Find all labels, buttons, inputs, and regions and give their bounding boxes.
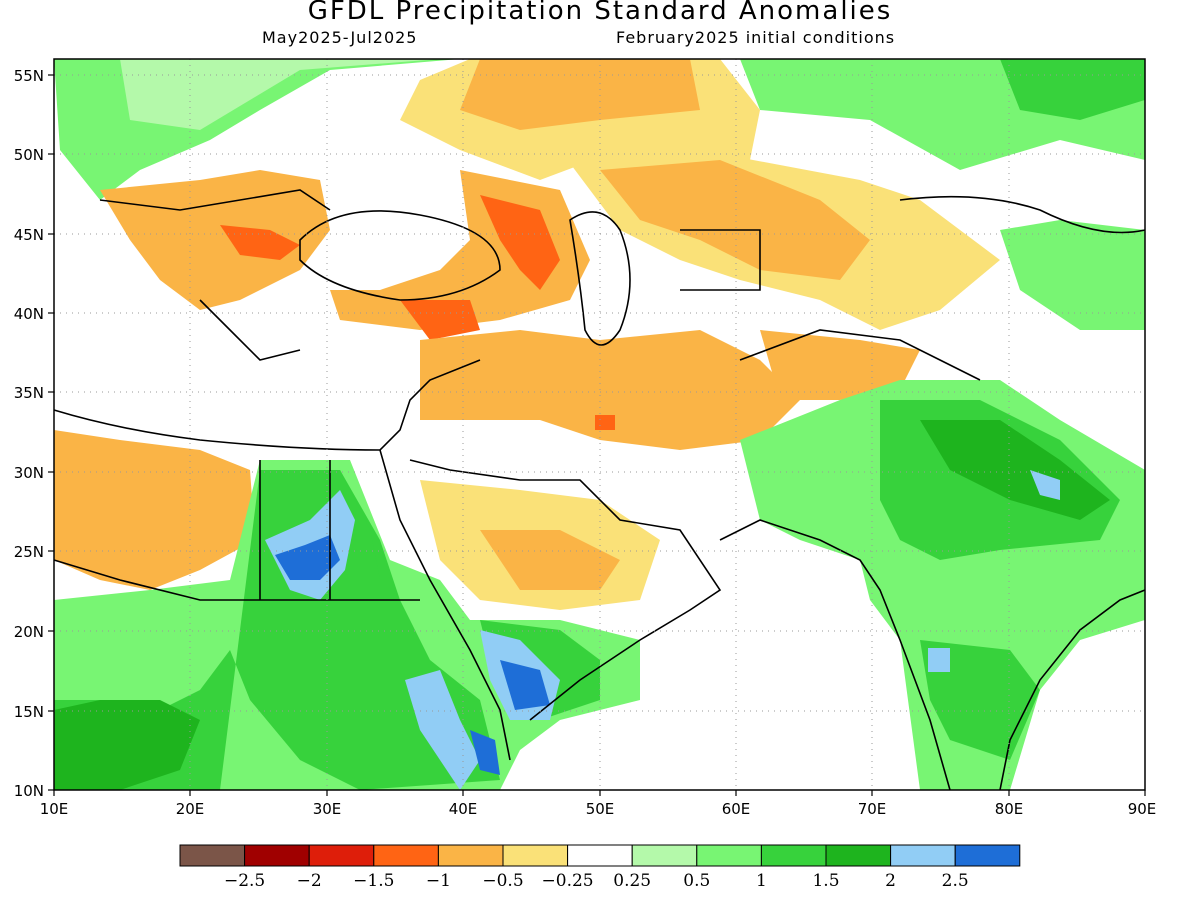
colorbar-label: 1.5 (812, 871, 839, 891)
x-tick-label: 10E (40, 800, 69, 818)
colorbar-label: 0.25 (613, 871, 651, 891)
x-tick-label: 60E (722, 800, 751, 818)
russia-dry-core (460, 59, 700, 130)
arabia-dry-core (480, 530, 620, 590)
x-tick-label: 40E (449, 800, 478, 818)
tick-marks (48, 74, 1146, 796)
colorbar-swatch (373, 844, 439, 867)
west-sahel-wet-core (54, 700, 200, 790)
y-axis-labels: 10N 15N 20N 25N 30N 35N 40N 45N 50N 55N (14, 67, 44, 800)
x-tick-label: 80E (995, 800, 1024, 818)
colorbar-swatch (244, 844, 310, 867)
balkans-dry-region (100, 170, 330, 310)
colorbar-label: −1.5 (353, 871, 394, 891)
mongolia-wet-region (1000, 220, 1145, 330)
north-africa-dry-region (54, 430, 255, 590)
kazakhstan-dry-core (600, 160, 870, 280)
colorbar-swatch (179, 844, 246, 867)
caucasus-dry-core (480, 195, 560, 290)
afghanistan-dry-region (760, 330, 920, 400)
map-title: GFDL Precipitation Standard Anomalies (307, 0, 893, 26)
north-europe-wet-region (120, 59, 440, 130)
iran-dry-region (420, 330, 800, 450)
forecast-period: May2025-Jul2025 (262, 28, 418, 47)
y-tick-label: 20N (14, 623, 44, 641)
deccan-very-wet (928, 648, 950, 672)
x-tick-label: 30E (313, 800, 342, 818)
himalaya-wet-core (920, 420, 1110, 520)
colorbar-swatch (696, 844, 762, 867)
y-tick-label: 40N (14, 305, 44, 323)
y-tick-label: 30N (14, 464, 44, 482)
colorbar-label: 1 (756, 871, 767, 891)
nepal-very-wet (1030, 470, 1060, 500)
ethiopia-very-wet (405, 670, 480, 790)
colorbar-swatch (308, 844, 375, 867)
anomaly-field (54, 59, 1145, 790)
colorbar-label: −2.5 (224, 871, 265, 891)
colorbar-swatch (890, 844, 956, 867)
colorbar-swatch (825, 844, 892, 867)
colorbar-swatch (631, 844, 698, 867)
colorbar-swatch (567, 844, 633, 867)
initial-conditions: February2025 initial conditions (616, 28, 896, 47)
x-tick-label: 50E (586, 800, 615, 818)
y-tick-label: 15N (14, 703, 44, 721)
colorbar-label: 2.5 (942, 871, 969, 891)
colorbar-label: −2 (297, 871, 322, 891)
colorbar-label: −0.25 (542, 871, 594, 891)
x-tick-label: 70E (858, 800, 887, 818)
colorbar-swatch (437, 844, 504, 867)
colorbar-label: 2 (885, 871, 896, 891)
y-tick-label: 50N (14, 146, 44, 164)
y-tick-label: 10N (14, 782, 44, 800)
coastlines (53, 189, 1146, 791)
yemen-extreme-wet (500, 660, 550, 710)
colorbar-swatch (760, 844, 827, 867)
x-tick-label: 90E (1128, 800, 1157, 818)
y-tick-label: 35N (14, 384, 44, 402)
x-axis-labels: 10E 20E 30E 40E 50E 60E 70E 80E 90E (40, 800, 1157, 818)
colorbar-label: 0.5 (683, 871, 710, 891)
y-tick-label: 45N (14, 226, 44, 244)
iraq-dry-core (595, 415, 615, 430)
colorbar-swatch (502, 844, 569, 867)
colorbar-label: −1 (426, 871, 451, 891)
y-tick-label: 55N (14, 67, 44, 85)
y-tick-label: 25N (14, 543, 44, 561)
eritrea-extreme-wet (470, 730, 500, 775)
turkey-dry-core (400, 300, 480, 340)
colorbar: −2.5 −2 −1.5 −1 −0.5 −0.25 0.25 0.5 1 1.5 2 2.5 (179, 844, 1021, 891)
colorbar-swatch (954, 844, 1021, 867)
egypt-extreme-wet (275, 535, 340, 580)
colorbar-label: −0.5 (482, 871, 523, 891)
kazakh-wet-region (1000, 59, 1145, 120)
x-tick-label: 20E (176, 800, 205, 818)
